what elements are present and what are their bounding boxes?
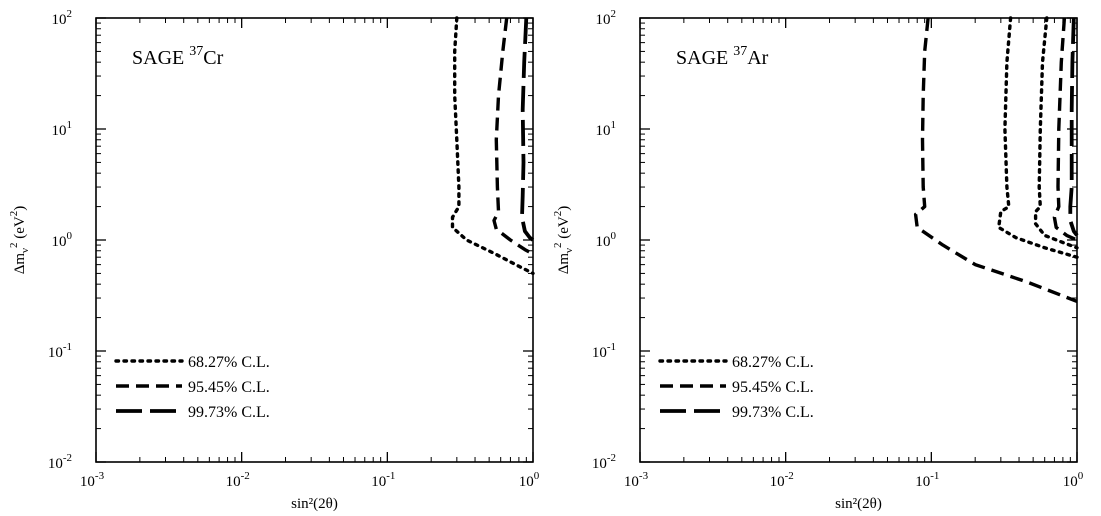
chart-title: SAGE 37Ar: [676, 44, 769, 69]
contour-dashed-extra: [1052, 17, 1078, 242]
y-tick-label: 10-2: [48, 452, 72, 472]
y-tick-label: 101: [596, 119, 617, 139]
x-tick-label: 10-2: [226, 470, 250, 490]
legend: 68.27% C.L. 95.45% C.L. 99.73% C.L.: [114, 354, 270, 421]
contour-dotted: [450, 16, 535, 276]
y-tick-label: 100: [596, 230, 617, 250]
y-axis-label: Δmν2 (eV2): [552, 206, 575, 275]
x-tick-label: 100: [1063, 470, 1084, 490]
y-tick-label: 102: [596, 8, 617, 28]
chart-title: SAGE 37Cr: [132, 44, 224, 69]
x-axis-label: sin²(2θ): [835, 496, 882, 512]
y-tick-label: 100: [52, 230, 73, 250]
y-tick-label: 102: [52, 8, 73, 28]
y-tick-label: 101: [52, 119, 73, 139]
legend-label: 68.27% C.L.: [732, 354, 814, 371]
contour-dotted: [997, 16, 1079, 259]
legend-label: 68.27% C.L.: [188, 354, 270, 371]
y-tick-label: 10-1: [48, 341, 72, 361]
contour-dashed: [913, 17, 1078, 303]
plot-frame: [639, 17, 1078, 463]
contour-longdash: [1068, 17, 1079, 237]
right-chart-panel: 10-3 10-2 10-1 100 10-2 10-1 101 102 100 sin²(2θ)…: [552, 8, 1084, 512]
y-tick-label: 10-2: [592, 452, 616, 472]
x-tick-label: 10-2: [770, 470, 794, 490]
contour-dotted-extra: [1033, 16, 1079, 250]
legend-label: 99.73% C.L.: [188, 404, 270, 421]
contour-longdash: [520, 17, 535, 242]
contour-dashed: [492, 17, 534, 256]
legend-label: 99.73% C.L.: [732, 404, 814, 421]
legend-label: 95.45% C.L.: [732, 379, 814, 396]
x-tick-label: 10-3: [624, 470, 649, 490]
left-chart-panel: 10-3 10-2 10-1 100 10-2 10-1 101 102 100 sin²(2θ)…: [8, 8, 540, 512]
legend-label: 95.45% C.L.: [188, 379, 270, 396]
x-tick-label: 10-1: [915, 470, 939, 490]
x-tick-label: 10-3: [80, 470, 105, 490]
x-tick-label: 10-1: [371, 470, 395, 490]
x-axis-label: sin²(2θ): [291, 496, 338, 512]
y-tick-label: 10-1: [592, 341, 616, 361]
legend: 68.27% C.L. 95.45% C.L. 99.73% C.L.: [658, 354, 814, 421]
x-tick-label: 100: [519, 470, 540, 490]
y-axis-label: Δmν2 (eV2): [8, 206, 31, 275]
